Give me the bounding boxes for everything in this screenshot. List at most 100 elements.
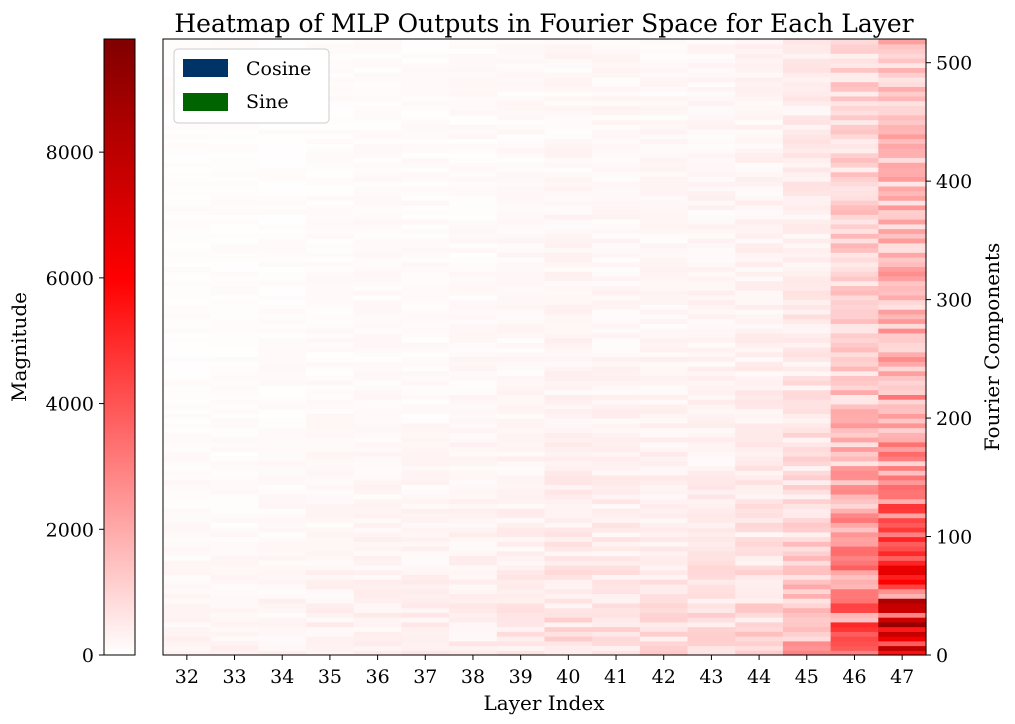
heatmap-cell <box>449 361 498 367</box>
heatmap-cell <box>163 474 212 481</box>
heatmap-cell <box>210 564 259 571</box>
heatmap-cell <box>210 143 259 149</box>
heatmap-cell <box>401 252 450 258</box>
heatmap-cell <box>401 460 450 467</box>
heatmap-cell <box>782 266 832 272</box>
heatmap-cell <box>353 375 403 381</box>
heatmap-cell <box>878 57 927 64</box>
heatmap-cell <box>830 588 879 594</box>
heatmap-cell <box>401 195 450 201</box>
heatmap-cell <box>210 129 259 135</box>
heatmap-cell <box>544 546 593 552</box>
heatmap-cell <box>210 503 259 509</box>
heatmap-cell <box>782 631 832 637</box>
heatmap-cell <box>782 617 832 623</box>
heatmap-cell <box>401 332 450 339</box>
heatmap-cell <box>496 256 546 263</box>
heatmap-cell <box>592 81 641 87</box>
heatmap-cell <box>449 209 498 215</box>
heatmap-cell <box>401 204 450 211</box>
heatmap-cell <box>592 399 641 405</box>
heatmap-cell <box>449 574 498 580</box>
heatmap-cell <box>449 593 498 599</box>
heatmap-cell <box>687 256 736 263</box>
heatmap-cell <box>258 626 307 632</box>
heatmap-cell <box>496 271 546 277</box>
heatmap-cell <box>496 39 546 45</box>
heatmap-cell <box>544 413 593 419</box>
heatmap-cell <box>592 446 641 452</box>
heatmap-cell <box>258 498 307 504</box>
heatmap-cell <box>830 81 879 87</box>
heatmap-cell <box>544 318 593 324</box>
heatmap-cell <box>687 143 736 149</box>
heatmap-cell <box>401 342 450 348</box>
heatmap-cell <box>401 233 450 239</box>
heatmap-cell <box>163 621 212 628</box>
heatmap-cell <box>401 162 450 168</box>
heatmap-cell <box>258 555 307 561</box>
heatmap-cell <box>544 242 593 249</box>
heatmap-cell <box>163 43 212 50</box>
heatmap-cell <box>782 437 832 443</box>
heatmap-cell <box>687 375 736 381</box>
heatmap-cell <box>735 593 784 599</box>
heatmap-cell <box>258 280 307 286</box>
heatmap-cell <box>687 228 736 234</box>
heatmap-cell <box>306 517 355 523</box>
heatmap-cell <box>544 636 593 642</box>
heatmap-cell <box>592 583 641 590</box>
heatmap-cell <box>735 380 784 386</box>
heatmap-cell <box>353 489 403 495</box>
heatmap-cell <box>782 546 832 552</box>
heatmap-cell <box>782 569 832 576</box>
heatmap-cell <box>687 621 736 628</box>
heatmap-cell <box>782 460 832 467</box>
heatmap-cell <box>401 365 450 372</box>
heatmap-cell <box>782 517 832 523</box>
heatmap-cell <box>210 612 259 618</box>
heatmap-cell <box>639 531 689 538</box>
heatmap-cell <box>306 470 355 476</box>
heatmap-cell <box>735 294 784 301</box>
heatmap-cell <box>306 271 355 277</box>
heatmap-cell <box>353 465 403 471</box>
heatmap-cell <box>782 143 832 149</box>
heatmap-cell <box>306 100 355 106</box>
heatmap-cell <box>687 550 736 557</box>
heatmap-cell <box>306 299 355 305</box>
heatmap-cell <box>544 550 593 557</box>
heatmap-cell <box>592 347 641 353</box>
heatmap-cell <box>210 621 259 628</box>
heatmap-cell <box>306 72 355 78</box>
heatmap-cell <box>544 100 593 106</box>
heatmap-cell <box>639 555 689 561</box>
heatmap-cell <box>544 143 593 149</box>
heatmap-cell <box>782 91 832 97</box>
heatmap-cell <box>353 124 403 130</box>
heatmap-cell <box>782 53 832 59</box>
heatmap-cell <box>782 384 832 391</box>
heatmap-cell <box>163 640 212 647</box>
heatmap-cell <box>735 546 784 552</box>
heatmap-cell <box>306 57 355 64</box>
heatmap-cell <box>878 347 927 353</box>
heatmap-cell <box>639 323 689 329</box>
heatmap-cell <box>592 403 641 410</box>
heatmap-cell <box>544 631 593 637</box>
heatmap-cell <box>782 621 832 628</box>
heatmap-cell <box>401 299 450 305</box>
heatmap-cell <box>639 299 689 305</box>
heatmap-cell <box>878 48 927 54</box>
heatmap-cell <box>306 43 355 50</box>
heatmap-cell <box>401 143 450 149</box>
heatmap-cell <box>258 323 307 329</box>
heatmap-cell <box>878 285 927 291</box>
heatmap-cell <box>687 86 736 92</box>
heatmap-cell <box>353 318 403 324</box>
heatmap-plot-area: 32 33 34 35 36 37 38 39 40 41 42 43 44 45 46 47 0100200… <box>162 38 1004 715</box>
heatmap-cell <box>449 129 498 135</box>
heatmap-cell <box>830 76 879 83</box>
heatmap-cell <box>163 484 212 490</box>
heatmap-cell <box>782 285 832 291</box>
